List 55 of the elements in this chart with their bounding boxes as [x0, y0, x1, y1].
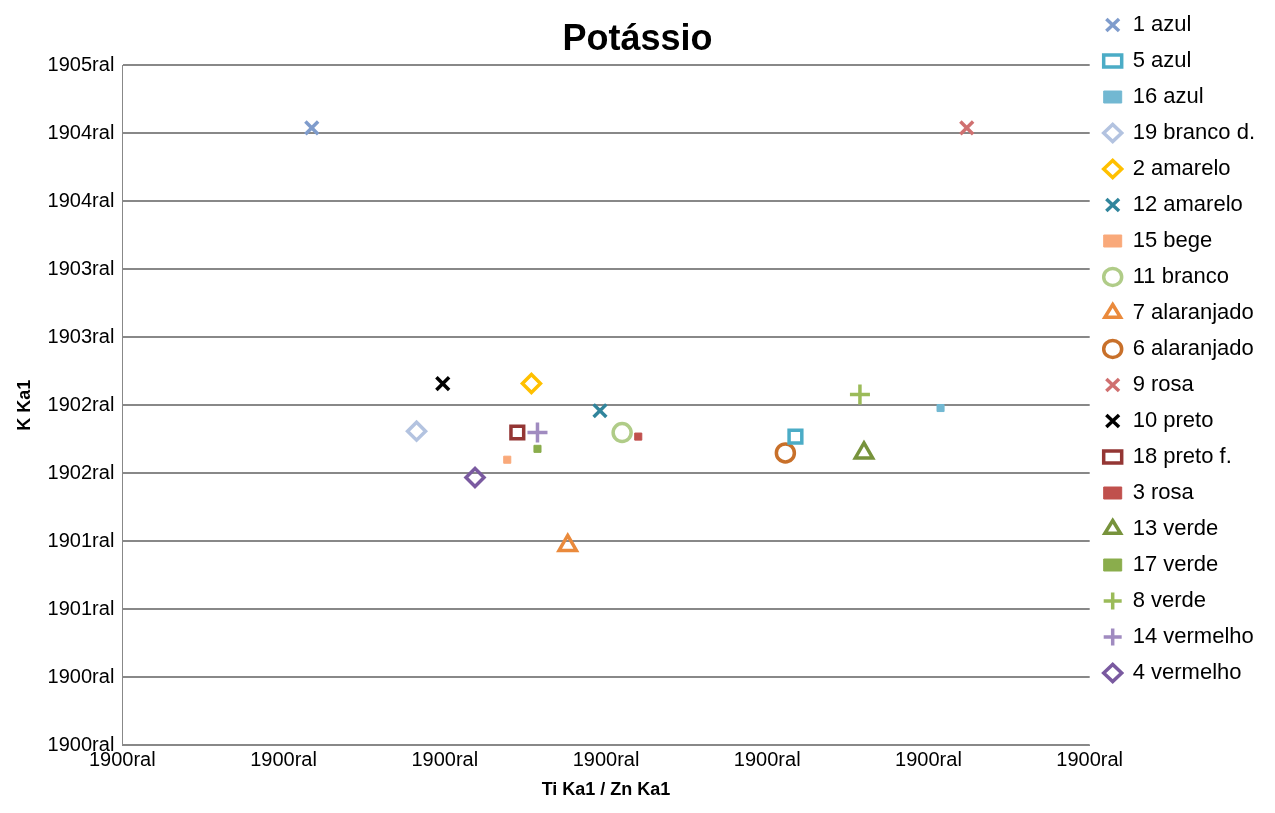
legend-label: 5 azul [1132, 47, 1192, 73]
y-tick-label: 1903ral [47, 324, 115, 347]
legend-label: 9 rosa [1132, 371, 1195, 397]
legend-label: 15 bege [1132, 227, 1213, 253]
point [520, 372, 543, 395]
point [464, 466, 486, 489]
legend-label: 7 alaranjado [1132, 299, 1254, 325]
point [525, 420, 550, 445]
point [848, 382, 872, 407]
x-tick-label: 1900ral [250, 747, 317, 770]
point [533, 444, 542, 453]
point [958, 119, 975, 136]
point [509, 424, 526, 441]
y-axis-title: K Ka1 [13, 379, 34, 431]
x-tick-label: 1900ral [895, 747, 962, 770]
point [634, 432, 643, 441]
point [611, 421, 633, 444]
point [405, 420, 428, 442]
y-tick-label: 1903ral [47, 256, 115, 279]
point [936, 403, 945, 413]
legend-label: 17 verde [1132, 551, 1219, 577]
chart-title: Potássio [562, 16, 713, 58]
legend-label: 6 alaranjado [1132, 335, 1254, 361]
legend-label: 3 rosa [1132, 479, 1195, 505]
y-tick-label: 1904ral [47, 120, 115, 143]
y-tick-label: 1902ral [47, 460, 115, 483]
legend-label: 2 amarelo [1132, 155, 1231, 181]
point [787, 428, 804, 445]
legend-label: 1 azul [1132, 11, 1192, 37]
y-tick-label: 1905ral [47, 52, 115, 75]
legend-label: 12 amarelo [1132, 191, 1243, 217]
legend-label: 11 branco [1132, 263, 1229, 289]
legend-label: 16 azul [1132, 83, 1204, 109]
x-axis-title: Ti Ka1 / Zn Ka1 [541, 779, 671, 800]
legend-label: 19 branco d. [1132, 119, 1255, 145]
legend-label: 13 verde [1132, 515, 1219, 541]
point [303, 119, 320, 136]
x-tick-label: 1900ral [1056, 747, 1124, 770]
x-tick-label: 1900ral [733, 747, 801, 770]
x-tick-label: 1900ral [572, 747, 640, 770]
legend-label: 10 preto [1132, 407, 1214, 433]
y-tick-label: 1900ral [47, 664, 115, 687]
point [774, 442, 797, 464]
y-tick-label: 1901ral [47, 596, 115, 619]
y-tick-label: 1902ral [47, 392, 115, 415]
x-tick-label: 1900ral [411, 747, 479, 770]
y-tick-label: 1901ral [47, 528, 115, 551]
legend-label: 8 verde [1132, 587, 1207, 613]
legend-label: 4 vermelho [1132, 659, 1242, 685]
y-tick-label: 1904ral [47, 188, 115, 211]
point [591, 402, 609, 419]
point [434, 375, 451, 392]
point [503, 455, 512, 464]
legend-label: 18 preto f. [1132, 443, 1232, 469]
legend-label: 14 vermelho [1132, 623, 1254, 649]
